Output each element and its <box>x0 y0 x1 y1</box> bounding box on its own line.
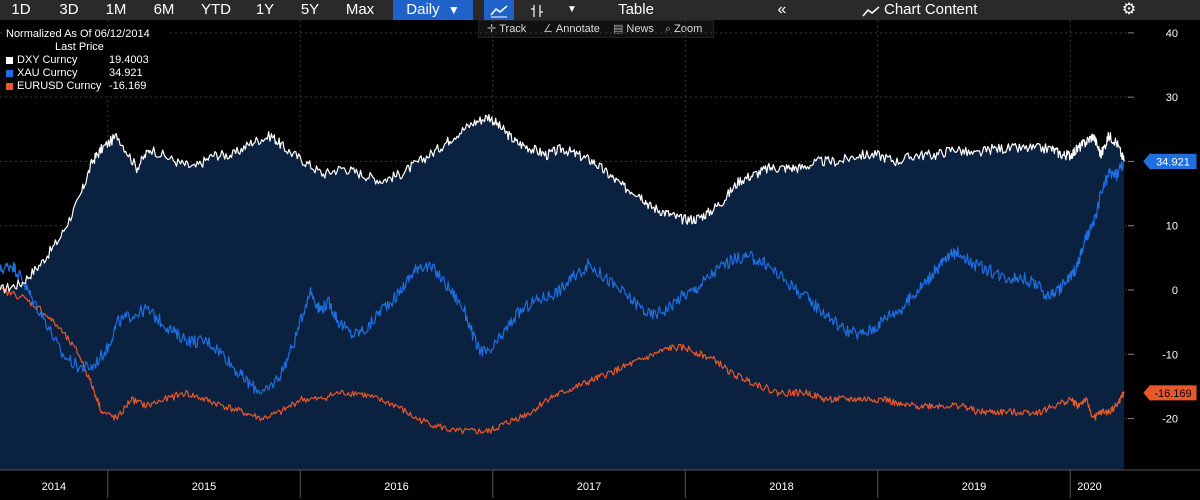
x-tick-label: 2017 <box>577 481 601 493</box>
last-value-label: -16.169 <box>1154 388 1191 400</box>
y-tick-label: -20 <box>1162 414 1178 426</box>
chevron-down-icon: ▼ <box>447 3 460 17</box>
legend-item-value: 34.921 <box>109 67 143 79</box>
legend-item-value: 19.4003 <box>109 54 149 66</box>
legend-item-label: DXY Curncy <box>17 54 78 66</box>
range-1m-button[interactable]: 1M <box>105 1 127 18</box>
news-tool[interactable]: ▤ News <box>613 21 654 37</box>
track-label: Track <box>499 23 527 35</box>
xau-series-line[interactable] <box>0 158 1125 395</box>
legend-swatch <box>6 83 13 90</box>
y-tick-label: 0 <box>1172 285 1178 297</box>
x-tick-label: 2016 <box>384 481 408 493</box>
legend: Normalized As Of 06/12/2014 Last Price D… <box>3 28 167 96</box>
zoom-label: Zoom <box>674 23 703 35</box>
x-tick-label: 2020 <box>1077 481 1101 493</box>
chart-content-button[interactable]: Chart Content <box>884 1 978 18</box>
range-5y-button[interactable]: 5Y <box>300 1 320 18</box>
last-value-pointer <box>1143 153 1151 170</box>
zoom-tool[interactable]: ⌕ Zoom <box>665 21 702 37</box>
area-fill <box>0 114 1125 470</box>
candlestick-icon[interactable] <box>522 0 552 20</box>
y-tick-label: 30 <box>1166 92 1178 104</box>
legend-swatch <box>6 57 13 64</box>
chart-tools-bar: ✛ Track ∠ Annotate ▤ News ⌕ Zoom <box>478 20 714 38</box>
dropdown-arrow-icon[interactable]: ▼ <box>567 4 577 15</box>
annotate-tool[interactable]: ∠ Annotate <box>543 21 600 37</box>
range-max-button[interactable]: Max <box>345 1 375 18</box>
frequency-dropdown[interactable]: Daily ▼ <box>393 0 473 20</box>
frequency-label: Daily <box>406 1 440 18</box>
line-chart-icon[interactable] <box>484 0 514 20</box>
annotate-label: Annotate <box>555 23 600 35</box>
legend-item-dxy[interactable]: DXY Curncy 19.4003 <box>3 54 167 67</box>
last-value-pointer <box>1143 384 1151 402</box>
news-label: News <box>626 23 654 35</box>
chart[interactable]: 403020100-10-20 201420152016201720182019… <box>0 20 1200 500</box>
x-tick-label: 2018 <box>769 481 793 493</box>
range-1y-button[interactable]: 1Y <box>255 1 275 18</box>
x-axis: 2014 2015 2016 2017 2018 2019 2020 <box>0 469 1200 500</box>
last-value-labels: 19.400334.921-16.169 <box>1143 153 1197 402</box>
legend-title: Normalized As Of 06/12/2014 <box>6 28 150 40</box>
range-6m-button[interactable]: 6M <box>153 1 175 18</box>
legend-item-eurusd[interactable]: EURUSD Curncy -16.169 <box>3 80 167 93</box>
chart-content-icon[interactable] <box>860 0 882 20</box>
range-1d-button[interactable]: 1D <box>11 1 31 18</box>
last-value-tag: -16.169 <box>1143 384 1197 402</box>
legend-subtitle: Last Price <box>55 41 104 53</box>
legend-item-label: XAU Curncy <box>17 67 78 79</box>
y-tick-label: -10 <box>1162 349 1178 361</box>
last-value-tag: 34.921 <box>1143 153 1197 170</box>
pencil-icon: ∠ <box>543 23 553 35</box>
magnifier-icon: ⌕ <box>665 23 672 35</box>
y-axis: 403020100-10-20 <box>1128 28 1178 426</box>
gear-icon[interactable]: ⚙ <box>1121 1 1137 18</box>
legend-item-value: -16.169 <box>109 80 147 92</box>
top-toolbar: 1D 3D 1M 6M YTD 1Y 5Y Max Daily ▼ ▼ Tabl… <box>0 0 1200 20</box>
eurusd-series-line[interactable] <box>0 286 1125 435</box>
x-axis-band <box>0 470 1200 500</box>
range-ytd-button[interactable]: YTD <box>201 1 231 18</box>
news-icon: ▤ <box>613 23 624 35</box>
track-tool[interactable]: ✛ Track <box>487 21 526 37</box>
legend-item-xau[interactable]: XAU Curncy 34.921 <box>3 67 167 80</box>
series-lines <box>0 113 1125 435</box>
double-chevron-left-icon[interactable]: « <box>777 1 787 18</box>
range-3d-button[interactable]: 3D <box>59 1 79 18</box>
last-value-label: 34.921 <box>1156 156 1190 168</box>
x-tick-label: 2019 <box>962 481 986 493</box>
crosshair-icon: ✛ <box>487 23 497 35</box>
y-tick-label: 10 <box>1166 221 1178 233</box>
dxy-series-line[interactable] <box>0 113 1125 294</box>
x-tick-label: 2014 <box>42 481 66 493</box>
y-tick-label: 40 <box>1166 28 1178 40</box>
x-tick-label: 2015 <box>192 481 216 493</box>
area-under-dxy <box>0 114 1125 470</box>
table-button[interactable]: Table <box>618 1 654 18</box>
legend-swatch <box>6 70 13 77</box>
legend-item-label: EURUSD Curncy <box>17 80 102 92</box>
